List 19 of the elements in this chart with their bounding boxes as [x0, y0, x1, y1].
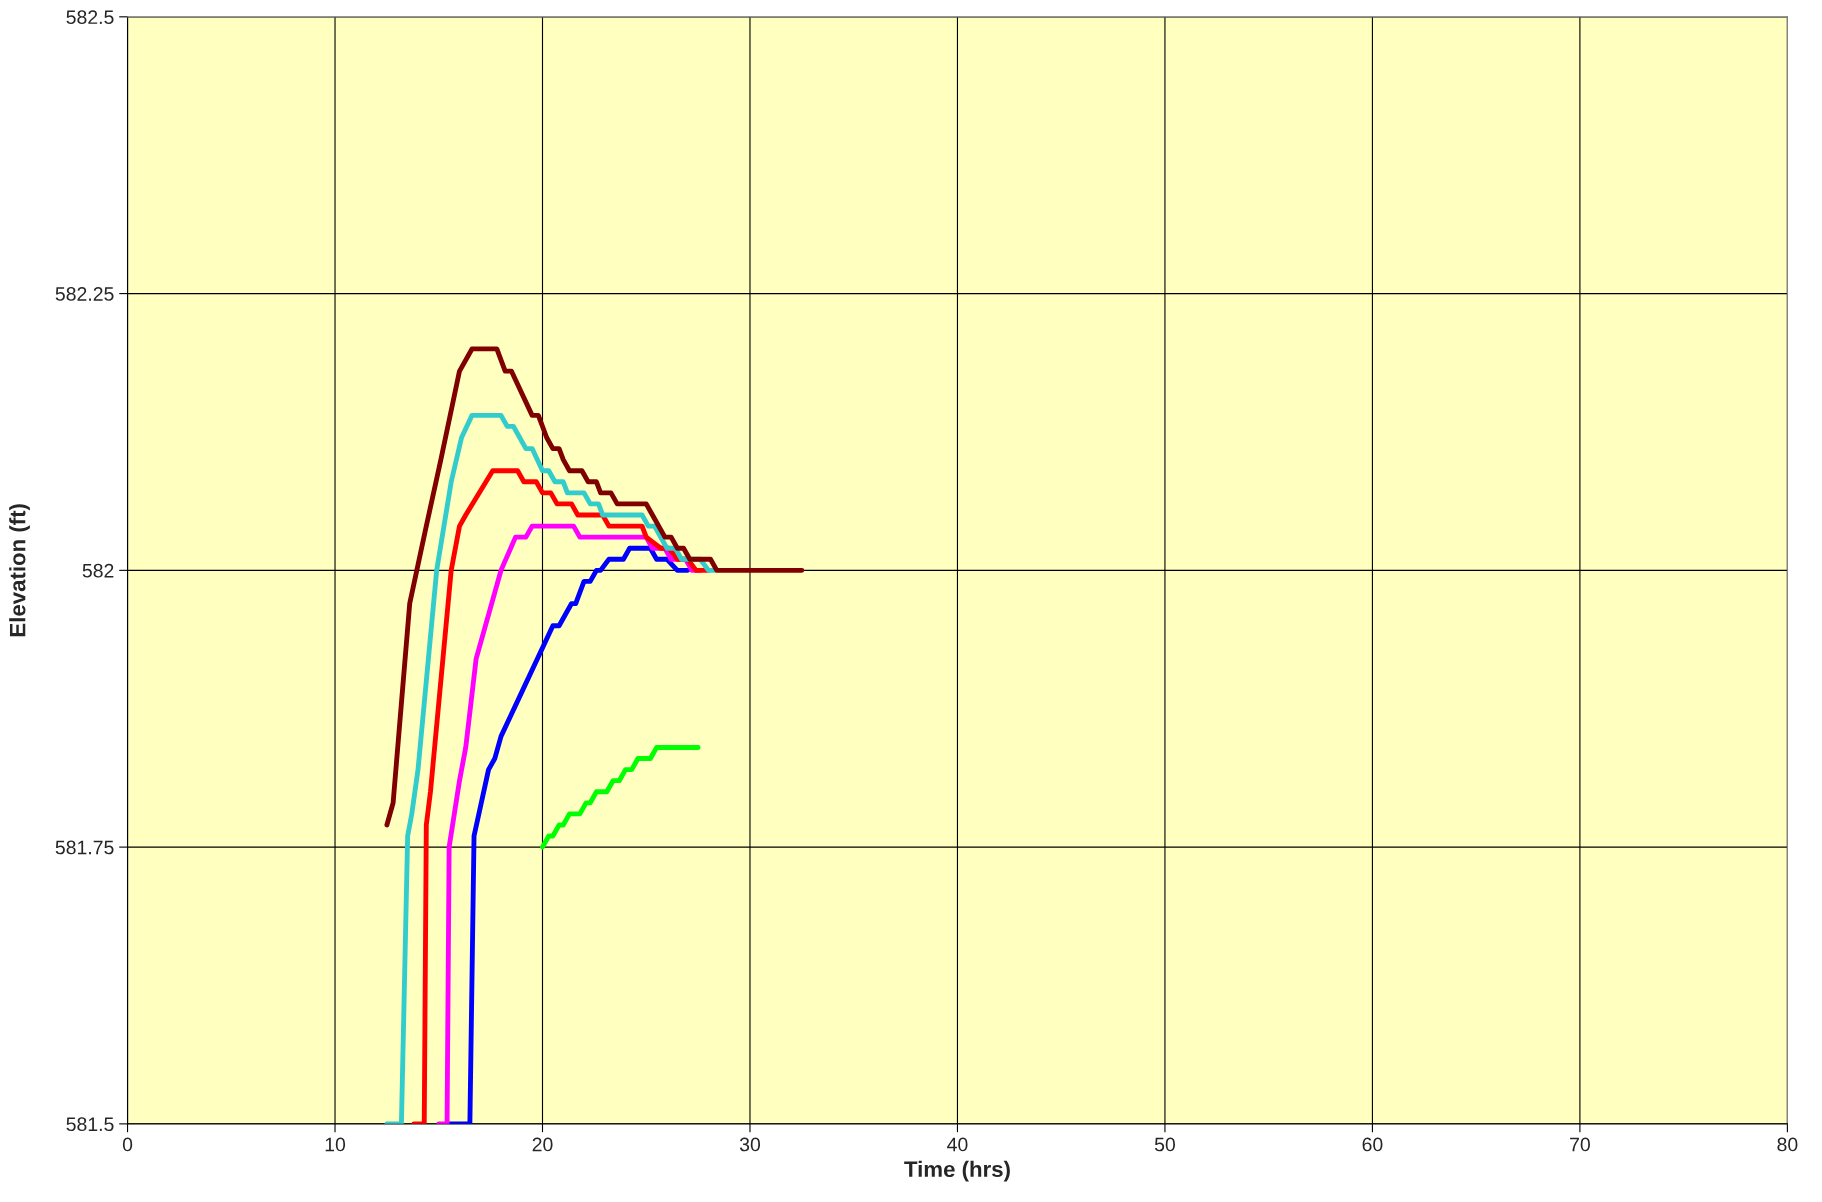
x-tick-label: 70 [1570, 1137, 1590, 1152]
x-axis-title: Time (hrs) [904, 1160, 1010, 1182]
y-tick-label: 582.25 [55, 287, 114, 301]
y-tick-label: 582 [82, 563, 114, 578]
x-tick-label: 20 [532, 1137, 553, 1152]
y-tick-label: 582.5 [66, 10, 114, 25]
x-tick-label: 40 [947, 1137, 968, 1152]
x-tick-label: 30 [739, 1137, 761, 1152]
line-series [384, 346, 805, 828]
x-tick-label: 50 [1154, 1137, 1175, 1152]
x-tick-label: 0 [122, 1137, 133, 1152]
x-tick-label: 10 [325, 1137, 346, 1152]
y-tick-label: 581.5 [66, 1117, 114, 1132]
line-series [540, 745, 701, 850]
y-tick-label: 581.75 [55, 840, 114, 855]
x-tick-label: 80 [1777, 1137, 1798, 1152]
line-series [384, 412, 718, 1124]
y-axis-title: Elevation (ft) [9, 504, 30, 637]
x-tick-label: 60 [1362, 1137, 1383, 1152]
